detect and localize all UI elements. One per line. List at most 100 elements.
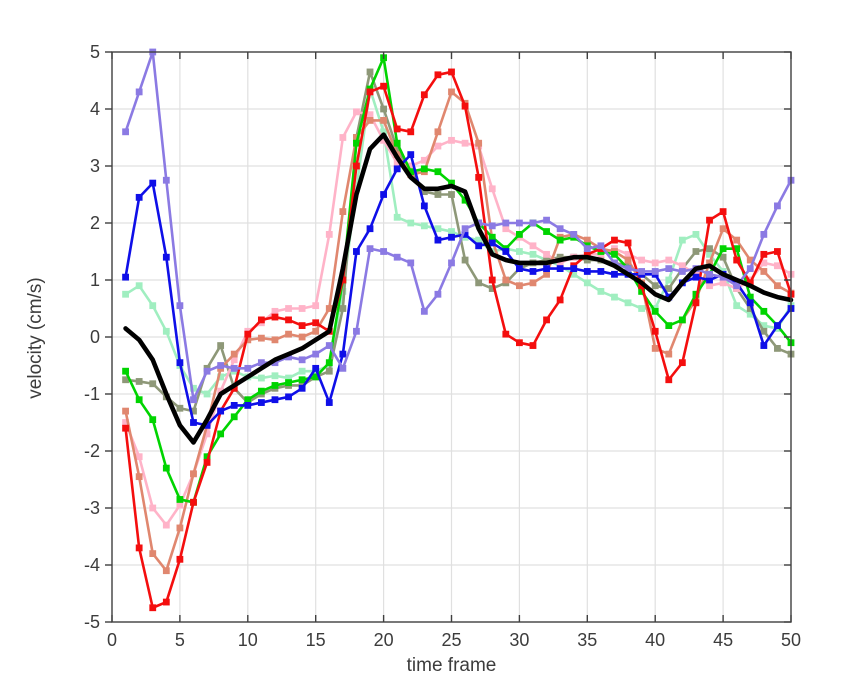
series-salmon-marker — [298, 333, 306, 341]
series-purple-marker — [448, 259, 455, 267]
series-olive-green-marker — [448, 191, 455, 198]
series-bright-green-marker — [516, 231, 523, 238]
series-purple-marker — [746, 265, 754, 272]
x-tick-label: 15 — [306, 630, 326, 650]
series-bright-green-marker — [651, 307, 659, 315]
series-blue-marker — [325, 399, 333, 406]
series-blue-marker — [149, 179, 157, 187]
series-blue-marker — [529, 268, 537, 275]
series-purple-marker — [597, 242, 605, 250]
series-pink-marker — [420, 156, 428, 164]
series-salmon-marker — [665, 350, 673, 358]
series-olive-green-marker — [122, 376, 129, 384]
series-bright-green-marker — [407, 168, 415, 176]
series-bright-green-marker — [434, 168, 442, 176]
series-pink-marker — [706, 282, 713, 290]
series-mint-green-marker — [162, 327, 170, 335]
series-red-marker — [516, 339, 523, 347]
series-blue-marker — [475, 242, 483, 250]
series-red-marker — [665, 376, 673, 384]
series-pink-marker — [366, 111, 374, 119]
series-blue-marker — [257, 399, 265, 406]
series-bright-green-marker — [543, 228, 550, 235]
series-purple-marker — [529, 219, 537, 227]
series-purple-marker — [325, 342, 333, 349]
series-blue-marker — [176, 359, 184, 367]
series-purple-marker — [556, 225, 564, 233]
series-blue-marker — [135, 193, 143, 201]
series-pink-marker — [448, 136, 455, 144]
series-purple-marker — [611, 259, 618, 267]
series-mint-green-marker — [746, 310, 754, 318]
series-red-marker — [162, 598, 170, 606]
series-purple-marker — [488, 222, 496, 230]
series-red-marker — [244, 330, 252, 338]
series-salmon-marker — [529, 279, 537, 287]
series-blue-marker — [502, 248, 510, 255]
series-mint-green-marker — [271, 372, 279, 380]
series-salmon-marker — [719, 225, 727, 233]
y-tick-label: 1 — [90, 270, 100, 290]
series-purple-marker — [135, 88, 143, 96]
series-salmon-marker — [353, 134, 360, 141]
y-tick-label: 5 — [90, 42, 100, 62]
series-purple-marker — [678, 268, 686, 275]
series-bright-green-marker — [271, 382, 279, 389]
series-red-marker — [353, 162, 360, 170]
series-salmon-marker — [380, 117, 387, 124]
y-axis-label: velocity (cm/s) — [25, 277, 46, 399]
series-pink-marker — [461, 139, 469, 147]
series-salmon-marker — [543, 270, 550, 278]
series-red-marker — [257, 316, 265, 324]
series-olive-green-marker — [543, 256, 550, 264]
x-tick-label: 5 — [175, 630, 185, 650]
series-red-marker — [312, 319, 320, 327]
series-bright-green-marker — [149, 416, 157, 424]
series-purple-marker — [733, 282, 741, 290]
series-salmon-marker — [135, 473, 143, 481]
series-pink-marker — [285, 305, 292, 312]
series-pink-marker — [325, 231, 333, 238]
series-blue-marker — [339, 350, 347, 358]
series-salmon-marker — [448, 88, 455, 96]
series-mint-green-marker — [638, 305, 646, 312]
series-red-line — [124, 70, 793, 610]
series-blue-marker — [774, 322, 781, 329]
series-mint-green-marker — [570, 270, 578, 278]
series-red-marker — [285, 316, 292, 324]
series-bright-green-marker — [162, 464, 170, 472]
series-purple-marker — [774, 202, 781, 210]
series-blue-marker — [583, 268, 591, 275]
series-olive-green-marker — [149, 380, 157, 388]
series-olive-green-marker — [651, 282, 659, 290]
series-blue-marker — [162, 253, 170, 261]
series-purple-marker — [502, 219, 510, 227]
series-red-marker — [230, 384, 238, 392]
series-bright-green-marker — [393, 139, 401, 147]
series-pink-marker — [312, 302, 320, 310]
series-olive-green-marker — [719, 253, 727, 261]
y-tick-label: 2 — [90, 213, 100, 233]
series-mint-green-marker — [339, 288, 347, 295]
series-bright-green-marker — [312, 373, 320, 381]
series-red-marker — [434, 71, 442, 79]
series-red-marker — [611, 236, 618, 244]
series-red-marker — [488, 276, 496, 284]
series-purple-marker — [217, 362, 225, 369]
series-salmon-marker — [176, 524, 184, 532]
series-bright-green-marker — [448, 179, 455, 187]
series-salmon-marker — [285, 330, 292, 338]
series-mint-green-marker — [448, 228, 455, 235]
series-mint-green-marker — [665, 276, 673, 284]
series-blue-marker — [488, 239, 496, 247]
series-olive-green-marker — [190, 407, 197, 415]
series-mint-green-marker — [420, 222, 428, 230]
series-mint-green-marker — [678, 236, 686, 244]
series-purple-marker — [760, 231, 768, 238]
series-blue-marker — [353, 248, 360, 255]
series-mint-green-line — [124, 87, 793, 396]
series-salmon-marker — [651, 345, 659, 352]
series-pink-marker — [774, 262, 781, 270]
series-blue-marker — [706, 276, 713, 284]
series-pink-marker — [651, 259, 659, 267]
